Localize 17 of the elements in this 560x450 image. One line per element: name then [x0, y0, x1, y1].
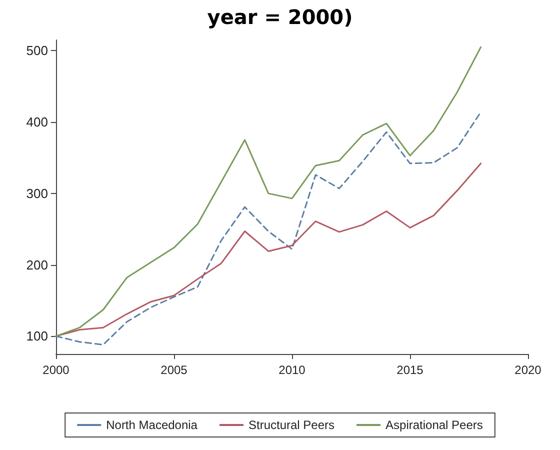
x-tick-label: 2005: [160, 363, 188, 377]
x-tick-label: 2015: [396, 363, 424, 377]
y-tick-label: 500: [26, 43, 48, 58]
legend-label: Structural Peers: [248, 418, 335, 432]
legend-label: North Macedonia: [106, 418, 198, 432]
chart-title: year = 2000): [207, 5, 353, 29]
line-series: [55, 111, 482, 346]
y-tick-label: 100: [26, 328, 48, 344]
x-tick-label: 2000: [42, 363, 70, 377]
y-tick-label: 200: [26, 257, 48, 272]
line-series: [55, 46, 482, 337]
y-tick-label: 300: [26, 186, 48, 201]
line-series: [55, 162, 482, 337]
x-tick-label: 2020: [514, 363, 542, 377]
y-tick-label: 400: [26, 114, 48, 130]
x-tick-label: 2010: [278, 363, 306, 377]
legend-label: Aspirational Peers: [386, 418, 483, 432]
